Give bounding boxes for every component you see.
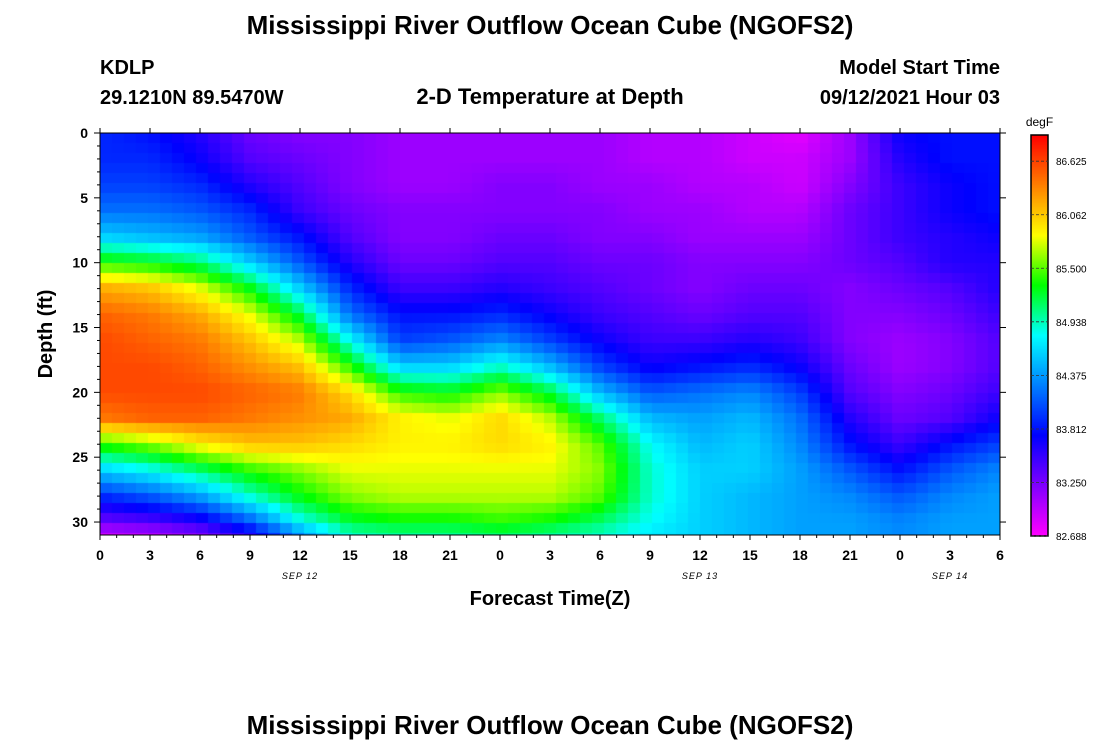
colorbar-tick-label: 83.812 (1056, 425, 1087, 436)
colorbar-tick-label: 86.625 (1056, 157, 1087, 168)
x-axis-label: Forecast Time(Z) (470, 588, 631, 610)
page-title: Mississippi River Outflow Ocean Cube (NG… (246, 10, 854, 40)
x-tick-label: 3 (946, 547, 954, 563)
plot-title: 2-D Temperature at Depth (416, 84, 684, 109)
plot-frame (99, 132, 1001, 536)
date-label: SEP 14 (932, 571, 968, 581)
y-tick-label: 25 (72, 449, 88, 465)
y-tick-label: 20 (72, 384, 88, 400)
colorbar-label: degF (1026, 115, 1053, 129)
x-tick-label: 3 (146, 547, 154, 563)
y-tick-label: 10 (72, 255, 88, 271)
x-tick-label: 3 (546, 547, 554, 563)
x-tick-label: 21 (442, 547, 458, 563)
x-tick-label: 0 (496, 547, 504, 563)
colorbar-tick-label: 85.500 (1056, 264, 1087, 275)
y-tick-label: 0 (80, 125, 88, 141)
x-tick-label: 9 (646, 547, 654, 563)
x-tick-label: 12 (292, 547, 308, 563)
y-tick-label: 15 (72, 320, 88, 336)
x-tick-label: 18 (792, 547, 808, 563)
y-axis-label: Depth (ft) (35, 290, 57, 379)
colorbar-tick-label: 84.938 (1056, 318, 1087, 329)
model-start-value: 09/12/2021 Hour 03 (819, 87, 1000, 109)
model-start-label: Model Start Time (839, 57, 1000, 79)
date-label: SEP 12 (282, 571, 318, 581)
station-coordinates: 29.1210N 89.5470W (100, 87, 284, 109)
x-tick-label: 15 (342, 547, 358, 563)
colorbar-gradient (1031, 135, 1048, 536)
x-tick-label: 6 (596, 547, 604, 563)
station-id: KDLP (100, 57, 155, 79)
colorbar-tick-label: 83.250 (1056, 478, 1087, 489)
colorbar-tick-label: 82.688 (1056, 532, 1087, 543)
x-tick-label: 6 (996, 547, 1004, 563)
footer-title: Mississippi River Outflow Ocean Cube (NG… (246, 710, 854, 740)
date-label: SEP 13 (682, 571, 718, 581)
x-tick-label: 9 (246, 547, 254, 563)
x-tick-label: 12 (692, 547, 708, 563)
colorbar-frame (1030, 134, 1049, 537)
x-tick-label: 18 (392, 547, 408, 563)
x-tick-label: 6 (196, 547, 204, 563)
colorbar-tick-label: 84.375 (1056, 371, 1087, 382)
x-tick-label: 15 (742, 547, 758, 563)
y-tick-label: 5 (80, 190, 88, 206)
x-tick-label: 21 (842, 547, 858, 563)
y-tick-label: 30 (72, 514, 88, 530)
colorbar-tick-label: 86.062 (1056, 211, 1087, 222)
x-tick-label: 0 (896, 547, 904, 563)
temperature-heatmap (100, 133, 1000, 535)
x-tick-label: 0 (96, 547, 104, 563)
